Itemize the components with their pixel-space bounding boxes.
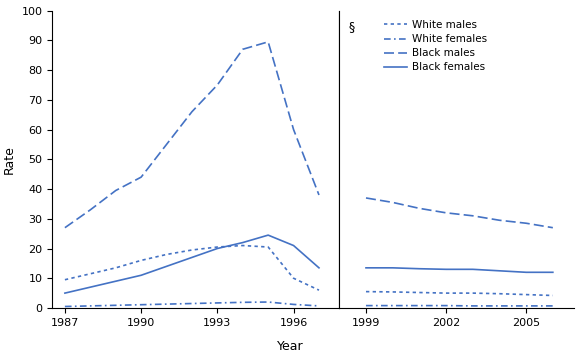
Y-axis label: Rate: Rate (3, 145, 16, 174)
Text: Year: Year (277, 341, 303, 353)
Legend: White males, White females, Black males, Black females: White males, White females, Black males,… (380, 16, 491, 77)
Text: §: § (349, 19, 355, 33)
